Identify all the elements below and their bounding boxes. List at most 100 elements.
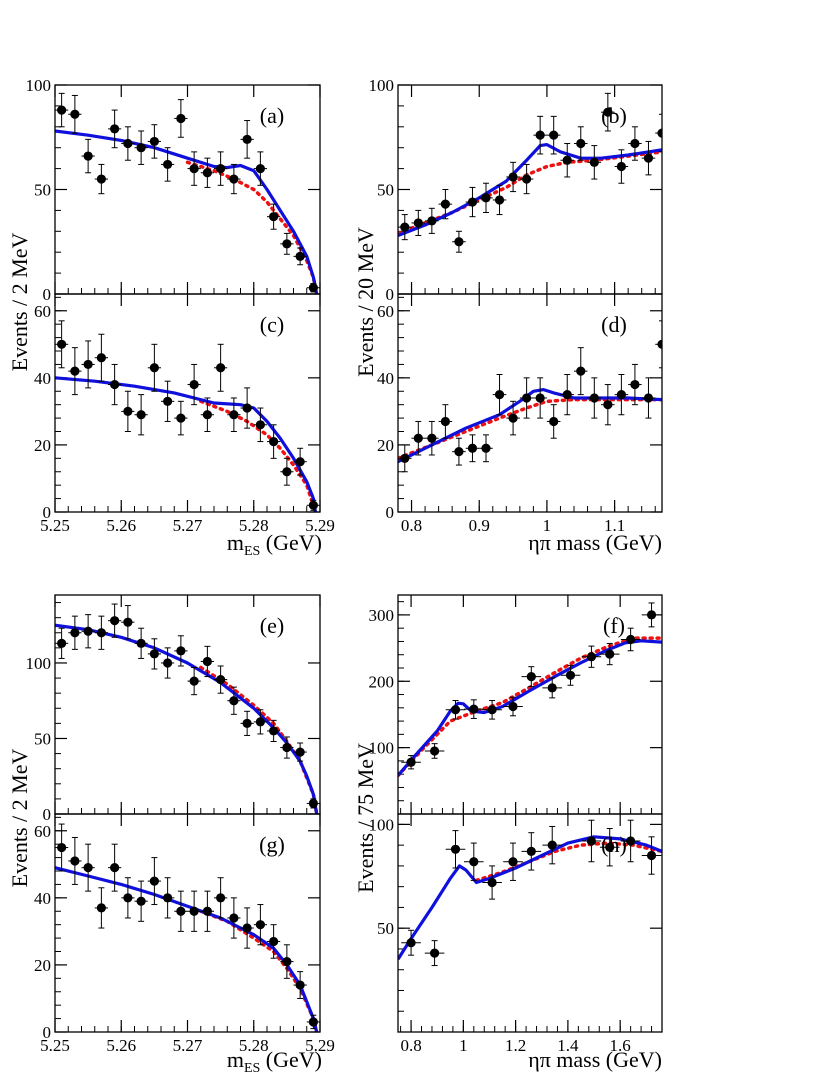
data-point (149, 136, 159, 147)
x-tick-label: 1 (459, 1036, 468, 1055)
panel-h: 50 100 0.8 1 1.2 1.4 1.6 (h) (369, 813, 663, 1055)
data-point (406, 938, 416, 948)
panel-label: (g) (259, 832, 285, 857)
y-tick-label: 50 (34, 181, 51, 200)
data-point (526, 846, 536, 856)
data-point (70, 628, 80, 638)
fit-total-curve (55, 623, 319, 814)
data-point (216, 363, 226, 373)
fit-curves (398, 636, 662, 778)
data-point (149, 876, 159, 886)
data-point (202, 168, 212, 178)
panel-frame (397, 293, 663, 513)
x-tick-label: 1.6 (610, 1036, 631, 1055)
data-point (242, 403, 252, 413)
data-point (549, 130, 559, 140)
data-point (630, 379, 640, 390)
data-point (242, 718, 252, 728)
y-tick-label: 300 (369, 606, 395, 625)
data-point (494, 390, 505, 400)
data-point (269, 726, 279, 736)
data-point (216, 674, 226, 685)
data-point (110, 124, 120, 134)
data-points (55, 823, 320, 1030)
xlabel-top-left: mES (GeV) (227, 530, 322, 559)
data-point (481, 443, 491, 453)
y-tick-label: 100 (26, 654, 52, 673)
data-point (255, 420, 265, 430)
data-point (508, 413, 518, 423)
data-point (282, 467, 292, 477)
data-point (83, 359, 93, 370)
data-point (469, 704, 479, 714)
data-point (96, 353, 106, 363)
fit-total-curve (55, 866, 319, 1032)
data-point (522, 174, 532, 184)
panel-label: (h) (601, 832, 627, 857)
x-tick-label: 0.8 (401, 516, 422, 535)
x-tick-label: 5.26 (106, 1036, 136, 1055)
data-point (508, 172, 518, 182)
panel-f: 100 200 300 (f) (369, 594, 663, 815)
xlabel-top-right: ηπ mass (GeV) (528, 530, 662, 555)
data-point (295, 747, 305, 757)
fit-curves (55, 623, 319, 814)
x-tick-label: 0.8 (400, 1036, 421, 1055)
data-point (70, 109, 80, 119)
panel-label: (b) (601, 103, 627, 128)
data-point (229, 696, 239, 706)
data-point (547, 840, 557, 850)
y-tick-label: 60 (34, 302, 51, 321)
data-point (586, 652, 597, 662)
data-point (526, 672, 536, 682)
y-tick-label: 0 (386, 285, 395, 304)
x-tick-label: 5.25 (40, 1036, 70, 1055)
data-point (163, 396, 173, 406)
panel-a: 0 50 100 (a) (26, 76, 321, 304)
data-point (308, 798, 318, 809)
x-tick-label: 5.26 (106, 516, 136, 535)
data-point (123, 893, 133, 903)
data-point (589, 157, 599, 167)
fit-total-curve (398, 639, 662, 777)
x-tick-label: 5.29 (305, 516, 335, 535)
data-point (440, 416, 450, 427)
data-point (646, 850, 657, 861)
x-tick-label: 5.27 (173, 516, 203, 535)
fit-background-curve (398, 397, 662, 461)
data-point (176, 113, 186, 124)
data-point (229, 174, 239, 184)
data-point (269, 436, 279, 447)
data-point (535, 393, 545, 403)
data-point (295, 980, 305, 990)
data-point (255, 920, 265, 930)
data-point (110, 616, 120, 626)
ylabel-top-left: Events / 2 MeV (7, 233, 32, 372)
ylabel-top-right: Events / 20 MeV (353, 227, 378, 377)
data-point (440, 199, 450, 209)
x-tick-label: 1.1 (604, 516, 625, 535)
data-point (136, 638, 146, 648)
x-tick-label: 5.28 (239, 516, 269, 535)
data-point (494, 195, 505, 205)
fit-total-curve (398, 388, 662, 464)
data-point (176, 906, 186, 916)
data-point (136, 896, 146, 906)
panel-g: 0 20 40 60 5.25 5.26 5.27 5.28 5.29 (g) (34, 813, 335, 1055)
data-point (163, 159, 173, 170)
data-point (481, 193, 491, 203)
data-point (57, 638, 67, 648)
y-tick-label: 0 (43, 503, 52, 522)
data-point (96, 174, 106, 184)
data-point (605, 842, 615, 852)
y-tick-label: 60 (34, 822, 51, 841)
data-point (57, 105, 67, 115)
data-point (427, 433, 437, 443)
fit-background-curve (199, 665, 319, 814)
x-tick-label: 5.28 (239, 1036, 269, 1055)
y-tick-label: 40 (34, 889, 51, 908)
panel-label: (c) (260, 312, 284, 337)
y-tick-label: 100 (369, 815, 395, 834)
fit-curves (398, 835, 662, 961)
y-tick-label: 0 (386, 503, 395, 522)
